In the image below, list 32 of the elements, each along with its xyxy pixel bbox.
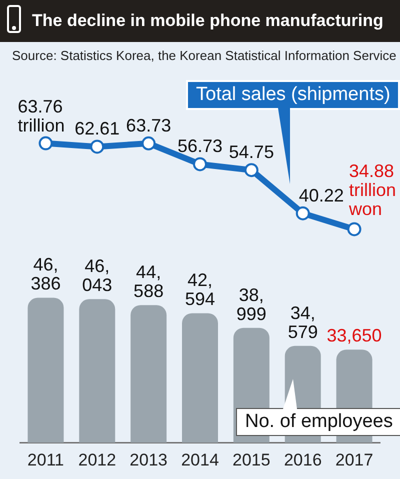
point	[296, 206, 310, 220]
point	[347, 222, 362, 236]
data-label: 40.22	[298, 185, 344, 206]
data-label: 54.75	[228, 142, 274, 162]
data-label: 46,386	[30, 254, 61, 294]
point	[193, 157, 207, 172]
data-label: 63.73	[126, 115, 172, 136]
text: Total sales (shipments)	[186, 80, 400, 110]
data-label: 34,579	[288, 302, 318, 342]
point	[38, 136, 53, 150]
x-tick-label: 2016	[284, 450, 322, 470]
x-tick-label: 2015	[232, 450, 270, 470]
source-note: Source: Statistics Korea, the Korean Statistical Information Service	[12, 48, 396, 63]
point	[142, 136, 156, 150]
data-label: 44,588	[134, 262, 164, 302]
data-label: 56.73	[177, 136, 223, 156]
x-tick-label: 2011	[27, 450, 64, 470]
data-label: 34.88 trillion won	[348, 161, 396, 220]
data-label: 42,594	[184, 270, 216, 310]
point	[244, 163, 258, 178]
data-label: 63.76 trillion	[18, 96, 65, 136]
series-label: No. of employees	[236, 408, 400, 436]
data-label: 38,999	[236, 284, 266, 324]
x-tick-label: 2014	[181, 450, 219, 470]
data-label: 33,650	[326, 326, 382, 346]
point	[90, 140, 104, 154]
data-label: 46,043	[82, 256, 112, 296]
x-tick-label: 2017	[335, 450, 374, 470]
x-tick-label: 2012	[78, 450, 116, 470]
chart-title: The decline in mobile phone manufacturing	[32, 11, 384, 30]
data-label: 62.61	[74, 118, 120, 139]
x-tick-label: 2013	[130, 450, 168, 470]
